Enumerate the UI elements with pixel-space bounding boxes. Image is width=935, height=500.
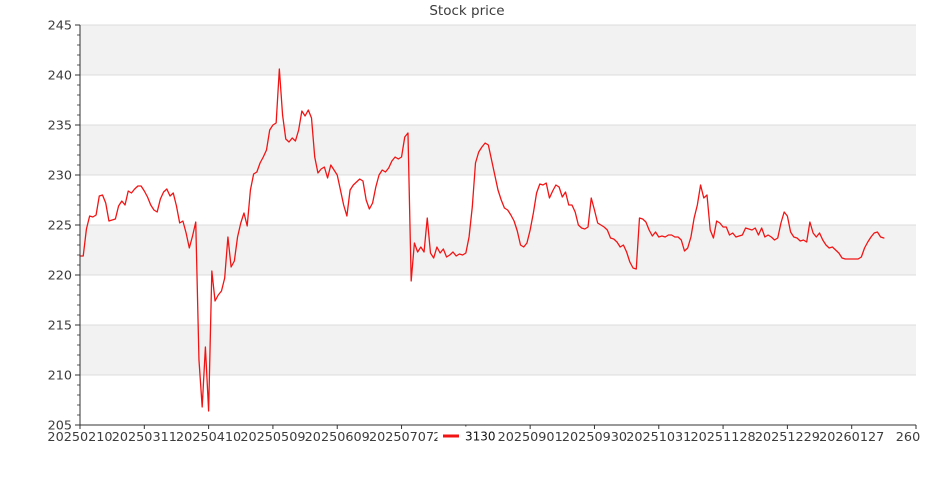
- y-tick-label: 210: [48, 369, 72, 384]
- x-tick-label: 20250901: [498, 430, 563, 445]
- y-tick-label: 215: [48, 319, 72, 334]
- plot-band: [80, 325, 916, 375]
- legend-label: 3130: [465, 430, 496, 444]
- x-tick-label: 20260127: [819, 430, 884, 445]
- x-tick-label: 20250707: [369, 430, 434, 445]
- x-tick-label: 20251128: [691, 430, 756, 445]
- price-line-series: [79, 68, 885, 412]
- x-tick-label: 20250311: [112, 430, 177, 445]
- y-tick-label: 245: [48, 19, 72, 34]
- y-tick-label: 240: [48, 69, 72, 84]
- x-tick-label: 20250930: [562, 430, 627, 445]
- x-tick-label: 20251229: [755, 430, 820, 445]
- legend-box: [437, 426, 499, 446]
- plot-band: [80, 25, 916, 75]
- y-tick-label: 230: [48, 169, 72, 184]
- y-tick-label: 225: [48, 219, 72, 234]
- y-tick-label: 205: [48, 419, 72, 434]
- x-tick-label: 20250410: [176, 430, 241, 445]
- y-tick-label: 235: [48, 119, 72, 134]
- x-tick-label: 20251031: [626, 430, 691, 445]
- x-tick-label: 260: [896, 430, 920, 445]
- plot-band: [80, 125, 916, 175]
- x-tick-label: 20250509: [240, 430, 305, 445]
- x-tick-label: 20250210: [47, 430, 112, 445]
- y-tick-label: 220: [48, 269, 72, 284]
- x-tick-label: 20250609: [305, 430, 370, 445]
- chart-title: Stock price: [429, 3, 504, 19]
- plot-band: [80, 225, 916, 275]
